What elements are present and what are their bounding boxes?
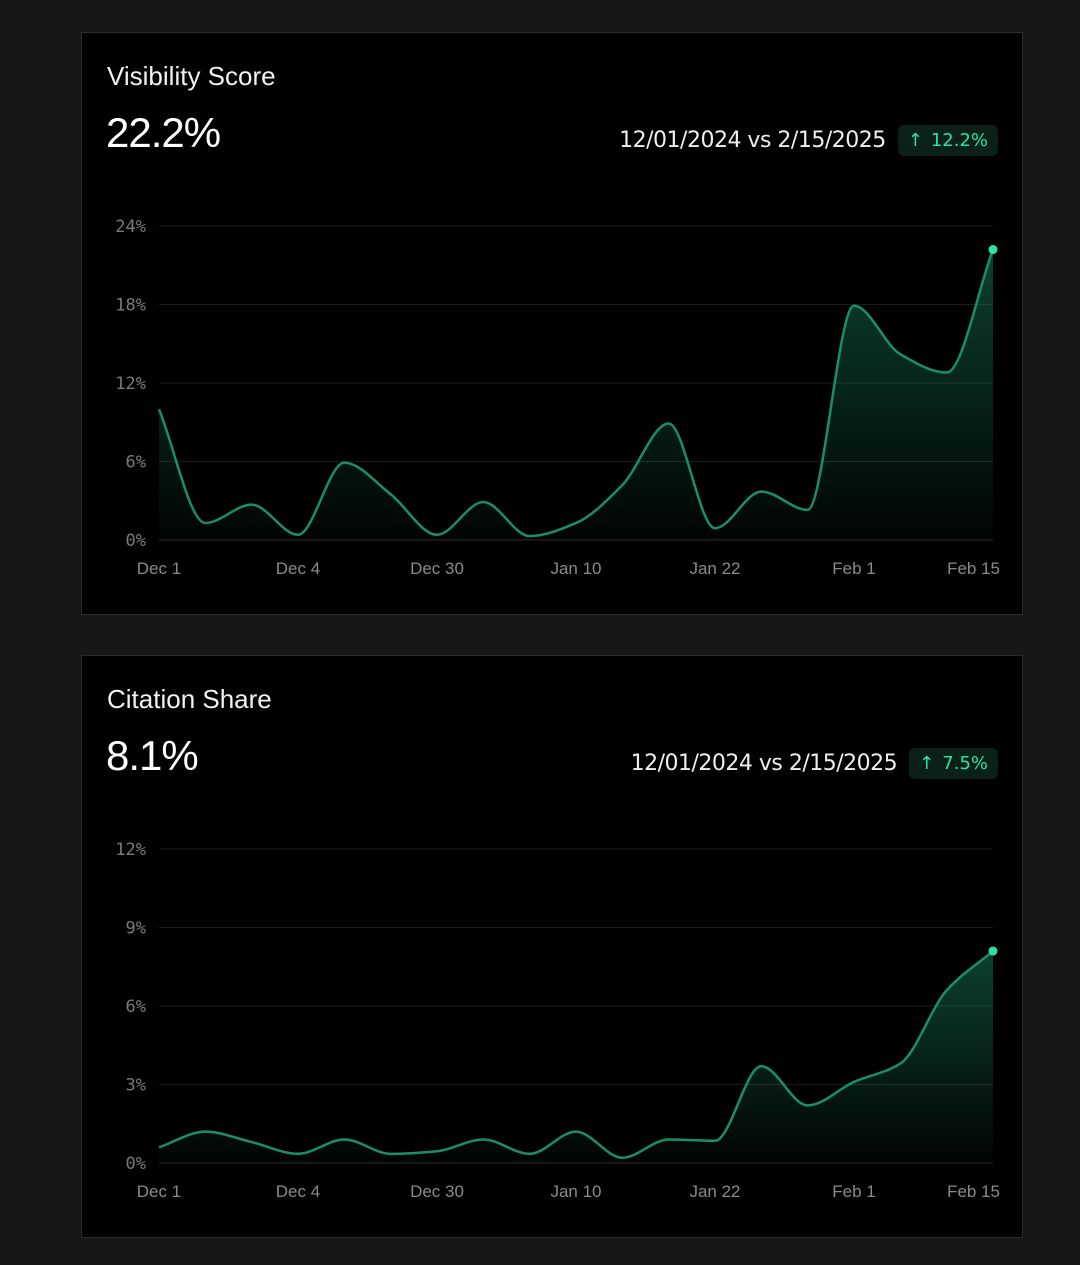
arrow-up-icon: ↑ [907, 130, 923, 151]
comparison-range: 12/01/2024 vs 2/15/2025 [619, 128, 886, 153]
x-tick-label: Feb 1 [832, 1182, 875, 1201]
x-tick-label: Dec 4 [276, 1182, 320, 1201]
x-tick-label: Jan 10 [550, 559, 601, 578]
area-fill [159, 951, 993, 1163]
y-tick-label: 6% [126, 453, 146, 473]
y-tick-label: 9% [126, 919, 146, 939]
visibility-score-card: Visibility Score 22.2% 12/01/2024 vs 2/1… [81, 32, 1023, 615]
x-tick-label: Dec 30 [410, 559, 464, 578]
change-value: 12.2% [930, 130, 988, 151]
y-tick-label: 18% [115, 296, 146, 316]
series-line [158, 950, 994, 1160]
comparison: 12/01/2024 vs 2/15/2025 ↑ 12.2% [619, 125, 998, 156]
y-tick-label: 6% [126, 997, 146, 1017]
x-tick-label: Dec 30 [410, 1182, 464, 1201]
card-title: Citation Share [107, 684, 272, 714]
area-fill [159, 249, 993, 541]
y-tick-label: 3% [126, 1076, 146, 1096]
x-tick-label: Jan 10 [550, 1182, 601, 1201]
citation-share-card: Citation Share 8.1% 12/01/2024 vs 2/15/2… [81, 655, 1023, 1238]
x-tick-label: Feb 15 [947, 559, 1000, 578]
y-tick-label: 0% [126, 1154, 146, 1174]
metric-value: 8.1% [106, 732, 199, 779]
citation-chart: 0% 3% 6% 9% 12% Dec 1 Dec 4 Dec 30 Jan 10 Jan 22 F… [115, 840, 1000, 1201]
change-badge: ↑ 12.2% [897, 125, 998, 156]
change-badge: ↑ 7.5% [909, 748, 998, 779]
x-tick-label: Dec 1 [137, 559, 181, 578]
x-tick-label: Dec 1 [137, 1182, 181, 1201]
card-title: Visibility Score [107, 61, 276, 91]
x-tick-label: Jan 22 [689, 559, 740, 578]
series-line [157, 249, 995, 538]
y-tick-label: 12% [115, 840, 146, 860]
x-tick-label: Feb 1 [832, 559, 875, 578]
latest-point-dot [988, 946, 998, 956]
y-tick-label: 12% [115, 374, 146, 394]
y-tick-label: 24% [115, 217, 146, 237]
arrow-up-icon: ↑ [919, 753, 935, 774]
latest-point-dot [988, 245, 998, 255]
comparison: 12/01/2024 vs 2/15/2025 ↑ 7.5% [631, 748, 998, 779]
x-tick-label: Dec 4 [276, 559, 320, 578]
x-tick-label: Feb 15 [947, 1182, 1000, 1201]
metric-value: 22.2% [106, 109, 221, 156]
x-tick-label: Jan 22 [689, 1182, 740, 1201]
visibility-chart: 0% 6% 12% 18% 24% Dec 1 Dec 4 Dec 30 Jan 10 Jan 2… [115, 217, 1000, 578]
comparison-range: 12/01/2024 vs 2/15/2025 [630, 751, 898, 776]
y-tick-label: 0% [126, 531, 146, 551]
change-value: 7.5% [942, 753, 988, 774]
